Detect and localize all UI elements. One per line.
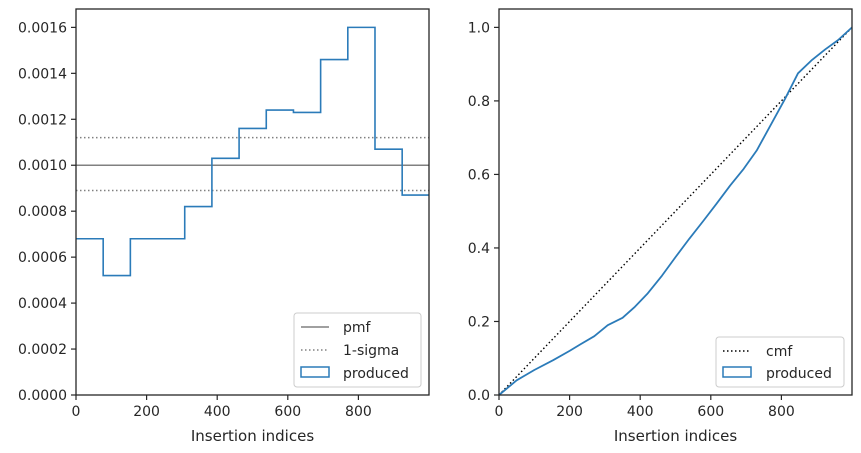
right-x-axis-label: Insertion indices <box>614 427 737 445</box>
right-y-tick-label: 0.2 <box>468 314 490 330</box>
legend-pmf-label: pmf <box>343 320 372 336</box>
legend-produced-swatch-left <box>300 366 330 378</box>
right-x-tick-label: 200 <box>556 404 583 420</box>
legend-produced-label-left: produced <box>343 366 409 382</box>
left-x-tick-label: 600 <box>274 404 301 420</box>
left-x-axis-label: Insertion indices <box>191 427 314 445</box>
left-legend: pmf 1-sigma produced <box>293 312 422 388</box>
left-y-tick-label: 0.0012 <box>18 112 67 128</box>
left-y-tick-label: 0.0002 <box>18 342 67 358</box>
left-x-tick-label: 200 <box>133 404 160 420</box>
left-y-tick-label: 0.0016 <box>18 20 67 36</box>
legend-cmf-label: cmf <box>766 344 793 360</box>
left-y-tick-label: 0.0014 <box>18 66 67 82</box>
right-y-tick-label: 0.6 <box>468 167 490 183</box>
left-y-tick-label: 0.0006 <box>18 250 67 266</box>
right-y-tick-label: 0.4 <box>468 241 490 257</box>
right-y-tick-label: 0.8 <box>468 94 490 110</box>
left-x-tick-label: 800 <box>345 404 372 420</box>
legend-produced-swatch-right <box>722 366 752 378</box>
right-y-tick-label: 1.0 <box>468 20 490 36</box>
right-x-tick-label: 600 <box>697 404 724 420</box>
legend-sigma-label: 1-sigma <box>343 343 399 359</box>
left-x-tick-label: 400 <box>204 404 231 420</box>
left-y-tick-label: 0.0000 <box>18 388 67 404</box>
produced-cumulative-curve <box>498 26 853 396</box>
left-y-tick-label: 0.0008 <box>18 204 67 220</box>
left-x-tick-label: 0 <box>72 404 81 420</box>
produced-step-histogram <box>76 26 429 277</box>
left-legend-box <box>293 312 422 388</box>
right-chart-panel: 0 200 400 600 800 0.0 0.2 0.4 0.6 0.8 1.0 Inserti… <box>468 8 853 445</box>
right-x-tick-label: 800 <box>768 404 795 420</box>
legend-produced-label-right: produced <box>766 366 832 382</box>
left-y-tick-label: 0.0004 <box>18 296 67 312</box>
right-legend-box <box>715 336 845 388</box>
right-x-tick-label: 0 <box>495 404 504 420</box>
cmf-line <box>498 26 853 396</box>
right-y-tick-label: 0.0 <box>468 388 490 404</box>
left-axes-frame <box>75 8 430 396</box>
left-y-tick-label: 0.0010 <box>18 158 67 174</box>
right-axes-frame <box>498 8 853 396</box>
right-legend: cmf produced <box>715 336 845 388</box>
left-chart-panel: 0 200 400 600 800 0.0000 0.0002 0.0004 0.0006 0.… <box>18 8 430 445</box>
right-x-tick-label: 400 <box>627 404 654 420</box>
